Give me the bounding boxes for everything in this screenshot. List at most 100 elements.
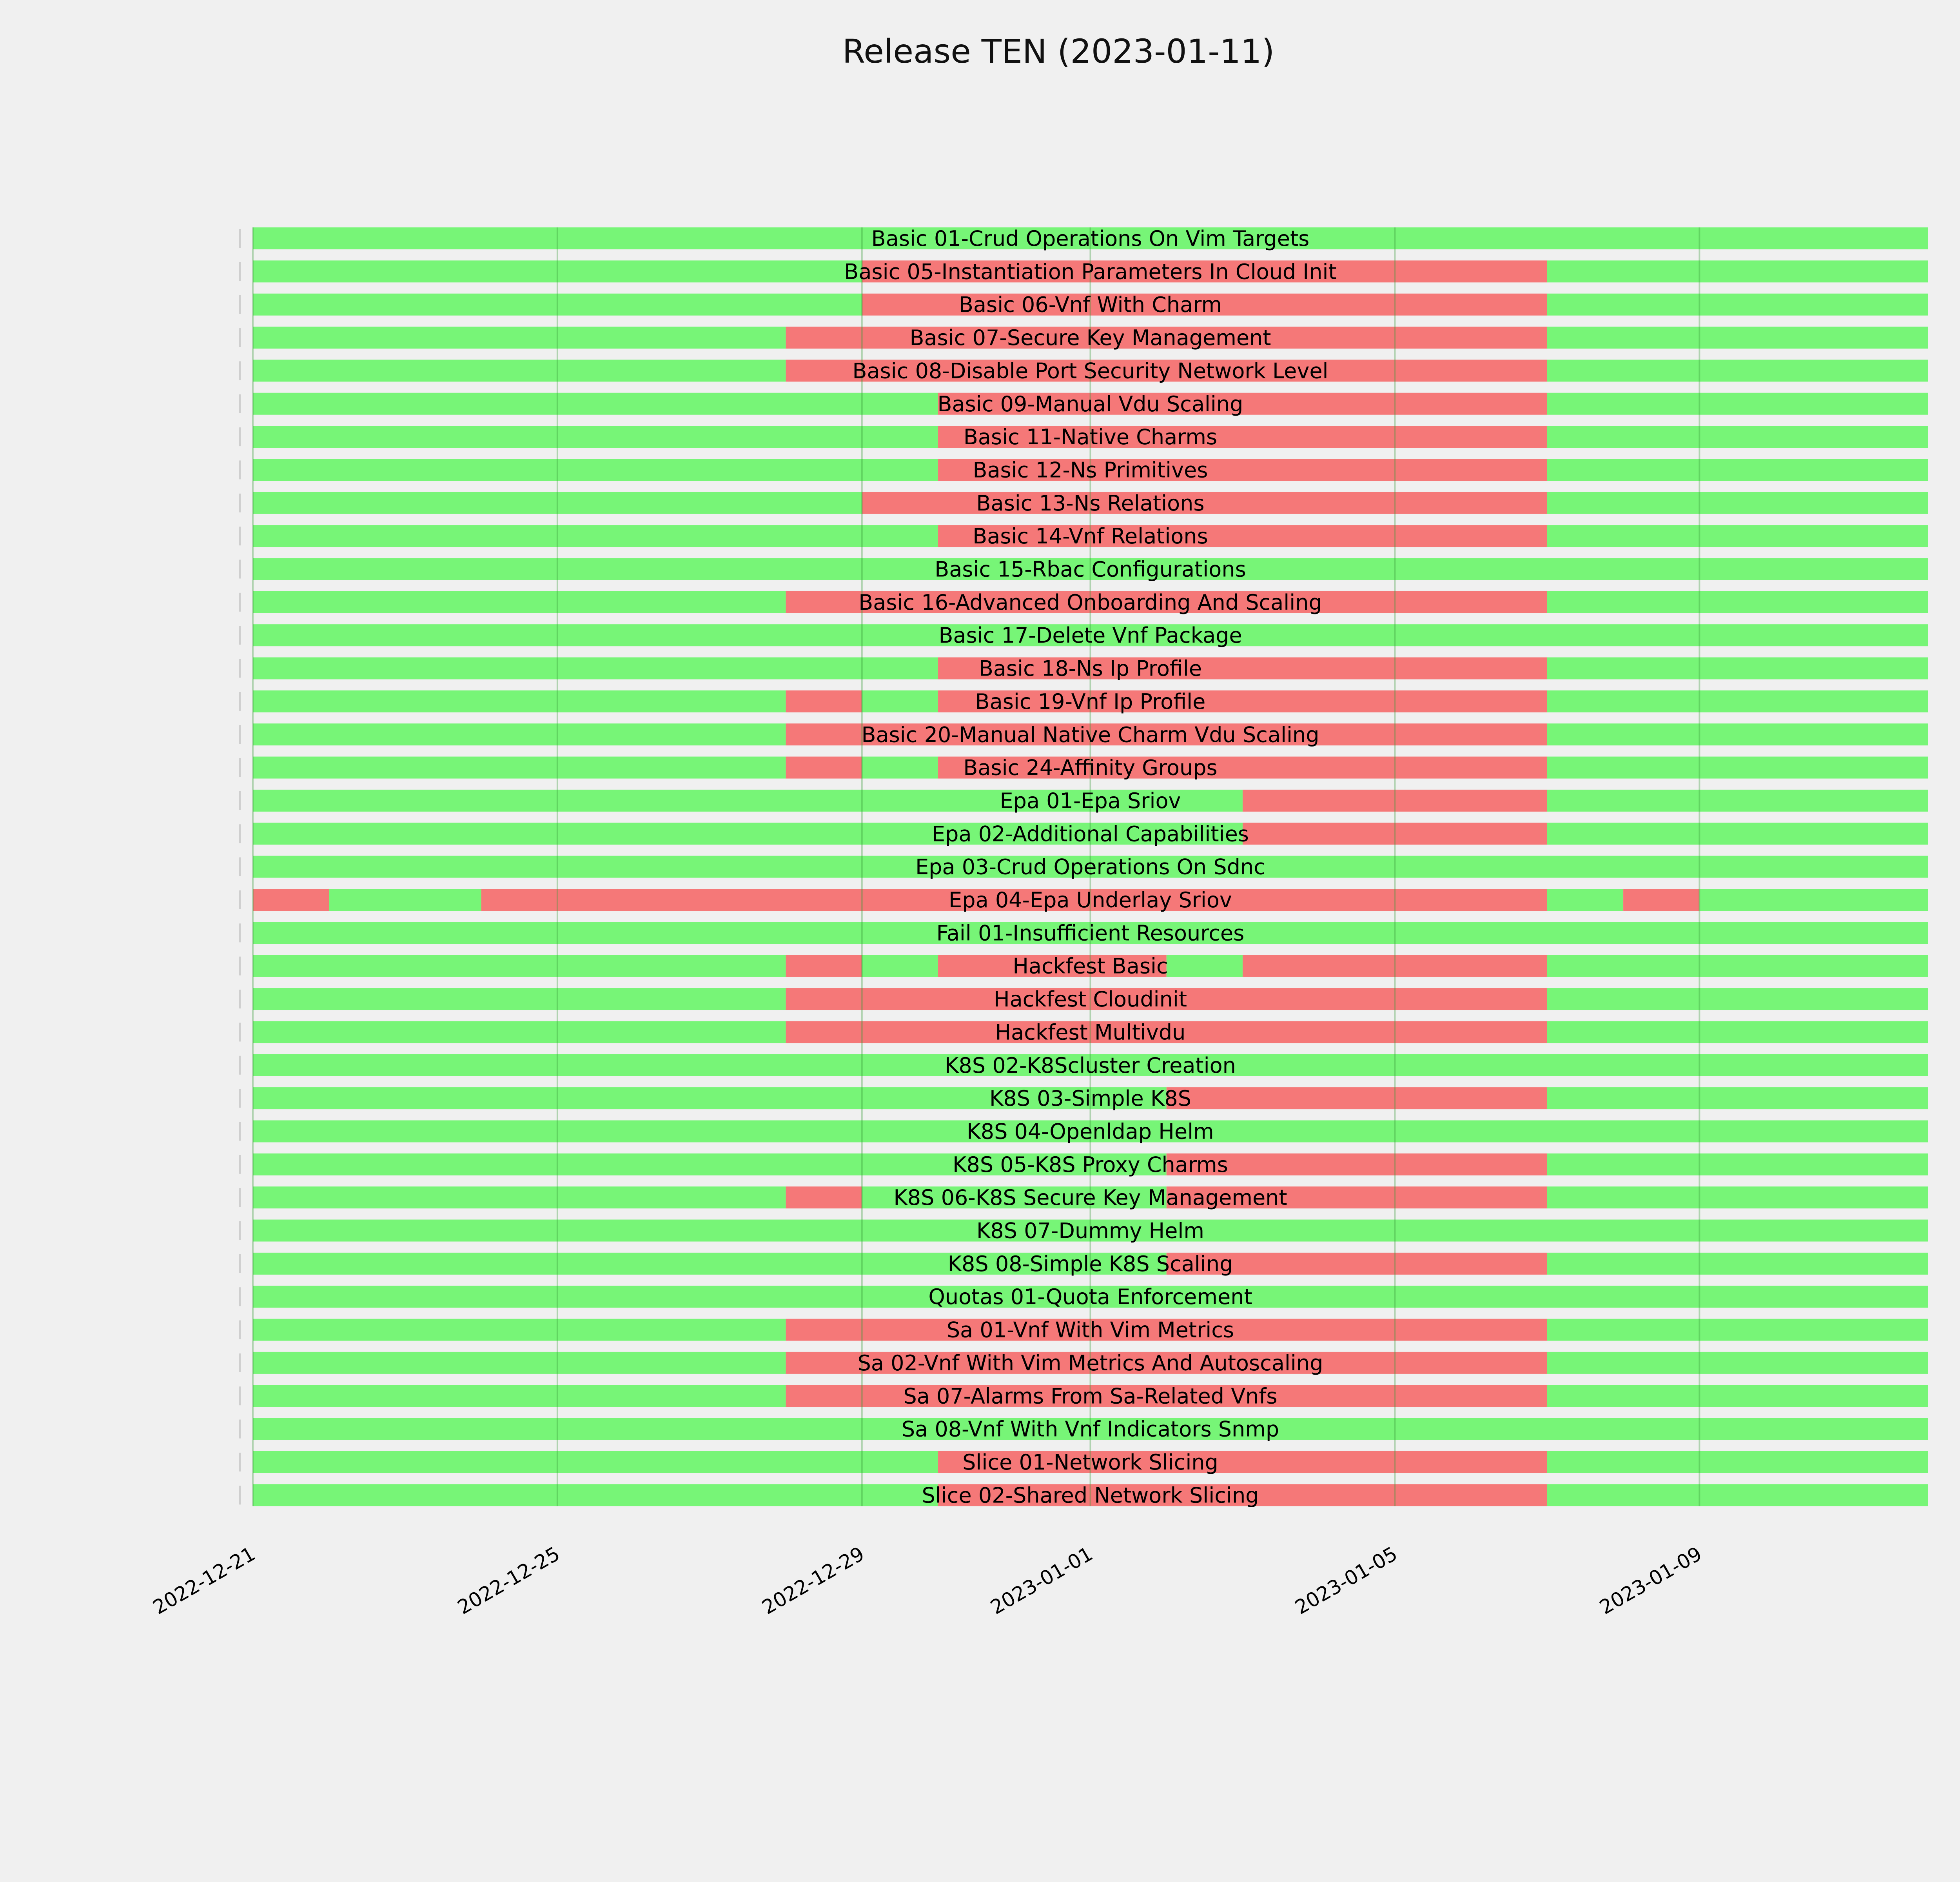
row-label: Basic 24-Affinity Groups bbox=[963, 756, 1217, 780]
bar-segment-pass bbox=[862, 756, 938, 779]
bar-segment-fail bbox=[786, 1385, 1547, 1407]
row-label: Epa 01-Epa Sriov bbox=[1000, 788, 1181, 813]
row-label: Epa 03-Crud Operations On Sdnc bbox=[915, 855, 1265, 879]
bar-segment-pass bbox=[253, 1021, 786, 1043]
row-label: Hackfest Multivdu bbox=[995, 1020, 1186, 1045]
bar-segment-fail bbox=[786, 1021, 1547, 1043]
bar-segment-pass bbox=[253, 1252, 1167, 1275]
row-label: Basic 19-Vnf Ip Profile bbox=[975, 689, 1206, 714]
bar-segment-fail bbox=[938, 690, 1547, 712]
bar-segment-pass bbox=[253, 955, 786, 977]
x-tick-label: 2023-01-05 bbox=[1291, 1542, 1401, 1619]
row-label: Hackfest Cloudinit bbox=[994, 987, 1187, 1012]
bar-segment-fail bbox=[938, 1484, 1547, 1506]
bar-segment-pass bbox=[1547, 889, 1624, 911]
bar-segment-pass bbox=[1547, 1484, 1928, 1506]
row-label: Basic 11-Native Charms bbox=[964, 425, 1217, 449]
bar-segment-fail bbox=[786, 690, 862, 712]
row-label: Basic 06-Vnf With Charm bbox=[959, 292, 1222, 317]
bar-segment-fail bbox=[862, 492, 1547, 514]
bar-segment-fail bbox=[786, 591, 1547, 613]
row-label: Sa 01-Vnf With Vim Metrics bbox=[947, 1318, 1234, 1342]
bar-segment-fail bbox=[938, 459, 1547, 481]
bar-segment-fail bbox=[1242, 789, 1547, 812]
row-label: Slice 01-Network Slicing bbox=[962, 1450, 1218, 1475]
row-label: Basic 07-Secure Key Management bbox=[910, 325, 1271, 350]
labels-layer: Basic 01-Crud Operations On Vim Targets B… bbox=[844, 226, 1336, 1508]
row-label: K8S 05-K8S Proxy Charms bbox=[953, 1152, 1228, 1177]
row-label: Epa 02-Additional Capabilities bbox=[932, 821, 1249, 846]
bar-segment-pass bbox=[1547, 756, 1928, 779]
bar-segment-fail bbox=[1242, 955, 1547, 977]
bar-segment-pass bbox=[253, 856, 1928, 878]
bar-segment-pass bbox=[1547, 1385, 1928, 1407]
bar-segment-fail bbox=[1166, 1186, 1547, 1209]
bar-segment-pass bbox=[253, 756, 786, 779]
bar-segment-pass bbox=[1547, 360, 1928, 382]
bar-segment-pass bbox=[253, 1352, 786, 1374]
bar-segment-pass bbox=[253, 558, 1928, 580]
bar-segment-pass bbox=[1547, 1252, 1928, 1275]
x-axis-ticks: 2022-12-21 2022-12-25 2022-12-29 2023-01-01… bbox=[149, 1542, 1706, 1619]
bar-segment-pass bbox=[253, 1120, 1928, 1143]
bar-segment-pass bbox=[1547, 1319, 1928, 1341]
bar-segment-pass bbox=[1547, 1352, 1928, 1374]
row-label: K8S 08-Simple K8S Scaling bbox=[948, 1252, 1233, 1276]
bar-segment-pass bbox=[253, 1385, 786, 1407]
bar-segment-pass bbox=[253, 327, 786, 349]
bar-segment-pass bbox=[253, 922, 1928, 944]
bar-segment-pass bbox=[253, 591, 786, 613]
row-label: Basic 09-Manual Vdu Scaling bbox=[938, 392, 1243, 416]
row-label: Basic 16-Advanced Onboarding And Scaling bbox=[858, 590, 1322, 615]
bar-segment-pass bbox=[1547, 1153, 1928, 1175]
row-label: Basic 01-Crud Operations On Vim Targets bbox=[871, 226, 1310, 251]
bar-segment-pass bbox=[1547, 459, 1928, 481]
bar-segment-fail bbox=[786, 756, 862, 779]
bar-segment-fail bbox=[938, 657, 1547, 679]
row-label: Hackfest Basic bbox=[1013, 954, 1168, 979]
bar-segment-pass bbox=[253, 1418, 1928, 1440]
row-label: Fail 01-Insufficient Resources bbox=[936, 921, 1245, 945]
x-tick-label: 2022-12-21 bbox=[149, 1542, 259, 1619]
bar-segment-fail bbox=[1623, 889, 1700, 911]
bar-segment-pass bbox=[253, 1286, 1928, 1308]
bar-segment-pass bbox=[253, 1219, 1928, 1242]
bar-segment-fail bbox=[786, 955, 862, 977]
bar-segment-fail bbox=[862, 293, 1547, 316]
bar-segment-pass bbox=[253, 1054, 1928, 1076]
bar-segment-fail bbox=[938, 392, 1547, 415]
x-tick-label: 2023-01-09 bbox=[1596, 1542, 1706, 1619]
bar-segment-pass bbox=[862, 1186, 1167, 1209]
bar-segment-fail bbox=[938, 525, 1547, 547]
bar-segment-fail bbox=[938, 426, 1547, 448]
bar-segment-pass bbox=[253, 624, 1928, 647]
row-label: K8S 04-Openldap Helm bbox=[967, 1119, 1214, 1144]
bar-segment-pass bbox=[1547, 988, 1928, 1010]
row-label: Quotas 01-Quota Enforcement bbox=[928, 1284, 1252, 1309]
row-label: Sa 02-Vnf With Vim Metrics And Autoscali… bbox=[858, 1351, 1323, 1375]
bar-segment-pass bbox=[1547, 492, 1928, 514]
bar-segment-fail bbox=[786, 327, 1547, 349]
bar-segment-pass bbox=[1699, 889, 1928, 911]
bar-segment-pass bbox=[1547, 525, 1928, 547]
bar-segment-fail bbox=[253, 889, 329, 911]
bar-segment-pass bbox=[253, 525, 938, 547]
bar-segment-pass bbox=[253, 789, 1243, 812]
bar-segment-pass bbox=[253, 360, 786, 382]
bar-segment-pass bbox=[253, 227, 1928, 249]
bar-segment-pass bbox=[1547, 327, 1928, 349]
row-label: Basic 05-Instantiation Parameters In Clo… bbox=[844, 259, 1336, 284]
bar-segment-pass bbox=[253, 657, 938, 679]
bar-segment-pass bbox=[1547, 392, 1928, 415]
bars-layer bbox=[239, 227, 1928, 1506]
row-label: Basic 12-Ns Primitives bbox=[973, 458, 1208, 482]
row-label: Sa 08-Vnf With Vnf Indicators Snmp bbox=[902, 1417, 1279, 1442]
bar-segment-fail bbox=[1166, 1087, 1547, 1110]
bar-segment-pass bbox=[253, 1484, 938, 1506]
row-label: K8S 07-Dummy Helm bbox=[976, 1219, 1204, 1243]
bar-segment-pass bbox=[1547, 690, 1928, 712]
bar-segment-pass bbox=[862, 690, 938, 712]
bar-segment-pass bbox=[1547, 1451, 1928, 1473]
row-label: K8S 06-K8S Secure Key Management bbox=[893, 1185, 1287, 1210]
bar-segment-pass bbox=[1547, 789, 1928, 812]
